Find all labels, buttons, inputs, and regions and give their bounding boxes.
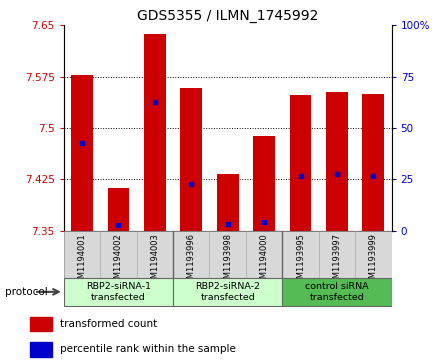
Bar <box>144 34 166 231</box>
Bar <box>217 175 238 231</box>
Text: GSM1194003: GSM1194003 <box>150 233 159 289</box>
Bar <box>30 317 52 331</box>
Text: control siRNA
transfected: control siRNA transfected <box>305 282 369 302</box>
Text: GSM1193996: GSM1193996 <box>187 233 196 289</box>
Text: GSM1194002: GSM1194002 <box>114 233 123 289</box>
Title: GDS5355 / ILMN_1745992: GDS5355 / ILMN_1745992 <box>137 9 319 23</box>
Text: protocol: protocol <box>5 287 48 297</box>
Bar <box>363 94 384 231</box>
Text: GSM1194000: GSM1194000 <box>260 233 269 289</box>
Bar <box>253 136 275 231</box>
Text: RBP2-siRNA-1
transfected: RBP2-siRNA-1 transfected <box>86 282 151 302</box>
Bar <box>326 93 348 231</box>
Bar <box>64 278 173 306</box>
Bar <box>282 278 392 306</box>
Bar <box>180 88 202 231</box>
Bar <box>107 188 129 231</box>
Bar <box>30 342 52 357</box>
Text: transformed count: transformed count <box>60 319 157 329</box>
Bar <box>173 278 282 306</box>
Text: GSM1193998: GSM1193998 <box>223 233 232 289</box>
Text: GSM1193995: GSM1193995 <box>296 233 305 289</box>
Text: GSM1193997: GSM1193997 <box>333 233 341 289</box>
Text: GSM1193999: GSM1193999 <box>369 233 378 289</box>
Text: percentile rank within the sample: percentile rank within the sample <box>60 344 235 354</box>
Bar <box>290 95 312 231</box>
Bar <box>71 75 93 231</box>
Text: GSM1194001: GSM1194001 <box>77 233 87 289</box>
Text: RBP2-siRNA-2
transfected: RBP2-siRNA-2 transfected <box>195 282 260 302</box>
